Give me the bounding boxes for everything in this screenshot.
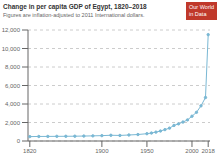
svg-text:1900: 1900 [95,148,109,154]
svg-text:2,000: 2,000 [8,120,21,126]
svg-text:1820: 1820 [23,148,37,154]
svg-text:8,000: 8,000 [8,64,21,70]
html-text:in Data: in Data [189,11,207,17]
html-text:Figures are inflation-adjusted: Figures are inflation-adjusted to 2011 I… [3,12,145,18]
svg-text:12,000: 12,000 [8,27,21,33]
svg-text:0: 0 [17,138,21,144]
svg-text:2000: 2000 [185,148,199,154]
svg-text:10,000: 10,000 [8,46,21,52]
svg-text:1950: 1950 [140,148,154,154]
html-text:Our World: Our World [189,4,214,10]
svg-text:2018: 2018 [202,148,212,154]
svg-text:6,000: 6,000 [8,83,21,89]
svg-text:4,000: 4,000 [8,101,21,107]
html-text:Change in per capita GDP of Eg: Change in per capita GDP of Egypt, 1820–… [3,3,147,10]
